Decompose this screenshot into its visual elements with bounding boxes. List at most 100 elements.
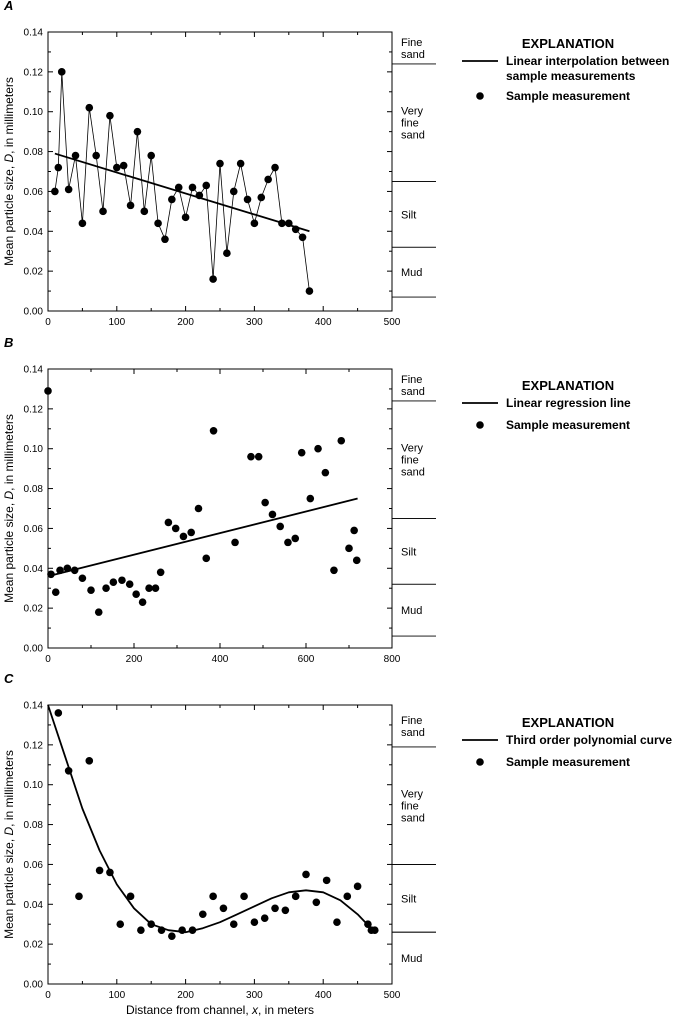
y-tick-label: 0.02 — [24, 267, 44, 278]
data-point — [85, 757, 94, 765]
zone-label-line: Very — [401, 443, 424, 455]
data-point — [51, 187, 59, 196]
zone-label-line: sand — [401, 727, 425, 739]
data-point — [276, 522, 285, 531]
data-point — [95, 866, 104, 875]
x-tick-label: 300 — [246, 990, 263, 1001]
y-axis-label-suffix: , in millimeters — [2, 414, 16, 491]
x-tick-label: 0 — [45, 654, 51, 665]
data-point — [187, 528, 195, 537]
data-point — [298, 233, 307, 242]
data-point — [109, 578, 118, 587]
y-axis-label-suffix: , in millimeters — [2, 750, 16, 827]
data-point — [194, 504, 203, 513]
y-tick-label: 0.06 — [24, 524, 44, 535]
zone-label-line: fine — [401, 118, 419, 130]
data-point — [147, 920, 155, 929]
data-point — [116, 920, 125, 929]
x-axis-label-variable: x — [251, 1003, 259, 1017]
x-tick-label: 400 — [315, 990, 332, 1001]
y-tick-label: 0.02 — [24, 940, 44, 951]
data-point — [260, 914, 269, 923]
zone-label-line: sand — [401, 386, 425, 398]
zone-label-line: sand — [401, 49, 425, 61]
data-point — [145, 584, 153, 593]
data-point — [236, 159, 245, 168]
zone-label-line: Mud — [401, 605, 422, 617]
explanation-title: EXPLANATION — [522, 715, 614, 730]
data-point — [99, 207, 107, 216]
y-axis-label-prefix: Mean particle size, — [2, 499, 16, 602]
data-point — [118, 576, 126, 585]
zone-label: Very fine sand — [401, 789, 425, 825]
data-point — [168, 195, 176, 204]
panel-label: A — [3, 0, 13, 13]
data-point — [345, 544, 353, 553]
data-point — [209, 426, 218, 435]
y-axis-label-prefix: Mean particle size, — [2, 162, 16, 265]
data-point — [168, 932, 176, 940]
data-point — [257, 193, 266, 202]
y-tick-label: 0.00 — [24, 644, 44, 655]
data-point — [353, 882, 362, 891]
data-point — [164, 518, 173, 527]
y-tick-label: 0.10 — [24, 107, 44, 118]
data-point — [54, 709, 63, 717]
panel-b: B 0.00 0.02 0.04 0.06 0.08 0.10 0.12 0.14 0 200 400… — [2, 335, 631, 665]
data-point — [202, 181, 211, 190]
data-point — [178, 926, 186, 934]
y-tick-label: 0.14 — [24, 701, 44, 712]
x-tick-label: 200 — [126, 654, 143, 665]
zone-label-line: Fine — [401, 374, 422, 386]
fit-line — [54, 152, 310, 233]
zone-label: Fine sand — [401, 37, 425, 61]
data-point — [271, 163, 279, 172]
data-point — [312, 898, 321, 907]
data-point — [243, 195, 252, 204]
data-point — [70, 566, 79, 575]
data-point — [94, 608, 103, 616]
legend-line-label: Linear interpolation between sample measu… — [506, 54, 669, 83]
data-point — [231, 538, 239, 547]
data-point — [278, 219, 286, 228]
x-tick-label: 200 — [177, 990, 194, 1001]
data-point — [51, 588, 60, 596]
zone-label-line: Silt — [401, 546, 416, 558]
data-point — [78, 574, 87, 583]
legend-line-label: Linear regression line — [506, 396, 631, 410]
x-tick-label: 500 — [384, 990, 401, 1001]
data-point — [57, 68, 66, 76]
panel-c: C 0.00 0.02 0.04 0.06 0.08 0.10 0.12 0.14 0 100 200… — [2, 671, 672, 1017]
zone-label-line: Fine — [401, 37, 422, 49]
polynomial-curve — [47, 704, 376, 934]
zone-label-line: Mud — [401, 953, 422, 965]
y-tick-label: 0.08 — [24, 484, 44, 495]
legend-point-label: Sample measurement — [506, 755, 630, 769]
data-point — [71, 151, 80, 160]
zone-label-line: Very — [401, 789, 424, 801]
zone-label: Fine sand — [401, 715, 425, 739]
data-point — [264, 175, 272, 184]
data-point — [102, 584, 110, 593]
legend-line-label: Third order polynomial curve — [506, 733, 672, 747]
zone-label-line: Silt — [401, 893, 416, 905]
data-point — [333, 918, 341, 927]
data-point — [75, 892, 83, 901]
x-tick-label: 400 — [212, 654, 229, 665]
data-point — [137, 926, 145, 934]
data-point — [85, 103, 94, 112]
zone-label-line: Fine — [401, 715, 422, 727]
y-axis-label: Mean particle size, D, in millimeters — [2, 414, 16, 603]
x-tick-label: 200 — [177, 317, 194, 328]
zone-label: Mud — [401, 953, 422, 965]
y-axis-label: Mean particle size, D, in millimeters — [2, 750, 16, 939]
legend-line-label-line: sample measurements — [506, 69, 636, 83]
fit-line — [47, 497, 358, 578]
data-point — [223, 249, 231, 258]
data-point — [291, 892, 300, 901]
data-point — [247, 452, 255, 461]
data-point — [254, 452, 263, 461]
zone-label-line: fine — [401, 801, 419, 813]
x-tick-label: 600 — [298, 654, 315, 665]
data-point — [188, 183, 197, 192]
